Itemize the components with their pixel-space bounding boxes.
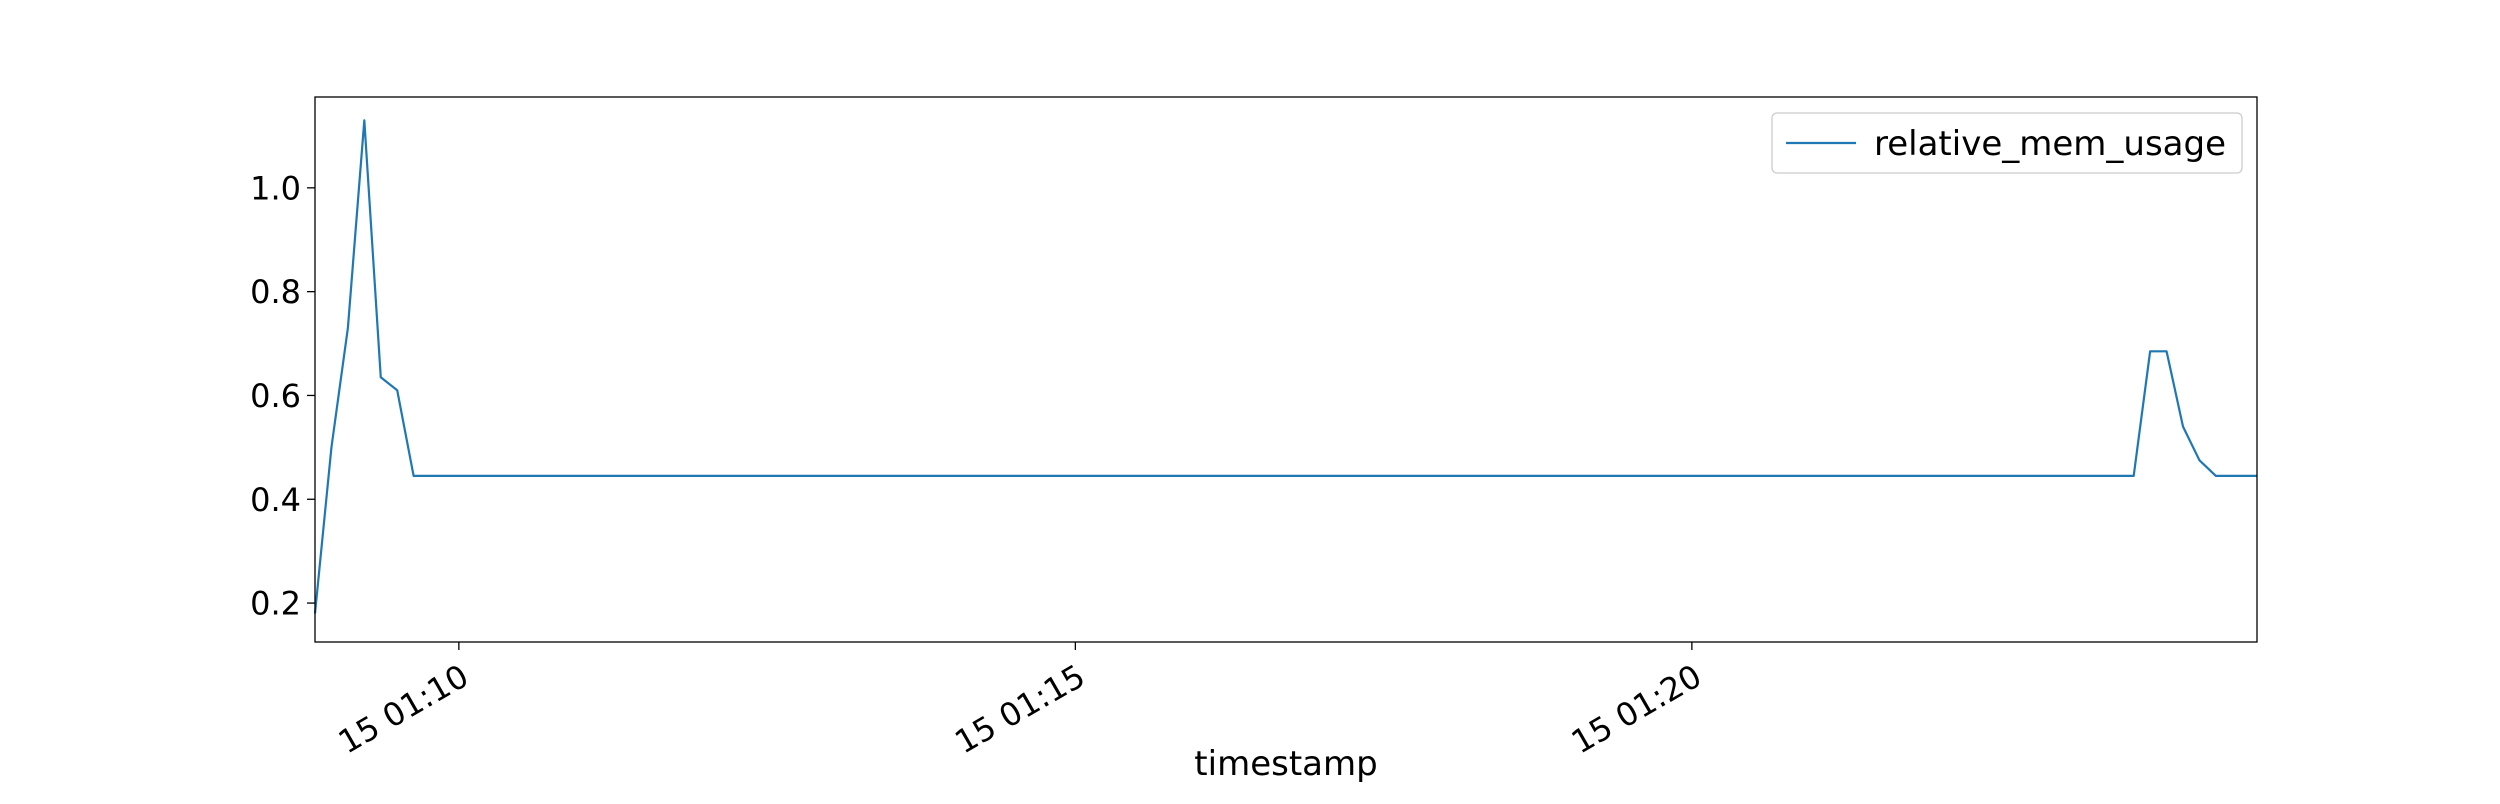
plot-frame [314,96,2258,643]
x-tick-label: 15 01:20 [1565,657,1708,761]
legend-frame [1771,112,2243,174]
x-tick-label: 15 01:15 [948,657,1091,761]
plot-area [313,119,2257,614]
y-tick-label: 0.6 [250,377,301,415]
x-tick-label: 15 01:10 [332,657,475,761]
series-line-relative-mem-usage [313,119,2257,614]
y-tick-label: 1.0 [250,169,301,207]
axes: 0.2 0.4 0.6 0.8 1.0 15 01:10 15 01:15 15 01:20 [250,96,2258,761]
legend: relative_mem_usage [1771,112,2243,174]
y-tick-label: 0.2 [250,585,301,623]
x-axis-label: timestamp [1194,744,1377,784]
legend-label: relative_mem_usage [1874,124,2226,164]
y-tick-label: 0.4 [250,481,301,519]
y-tick-label: 0.8 [250,273,301,311]
